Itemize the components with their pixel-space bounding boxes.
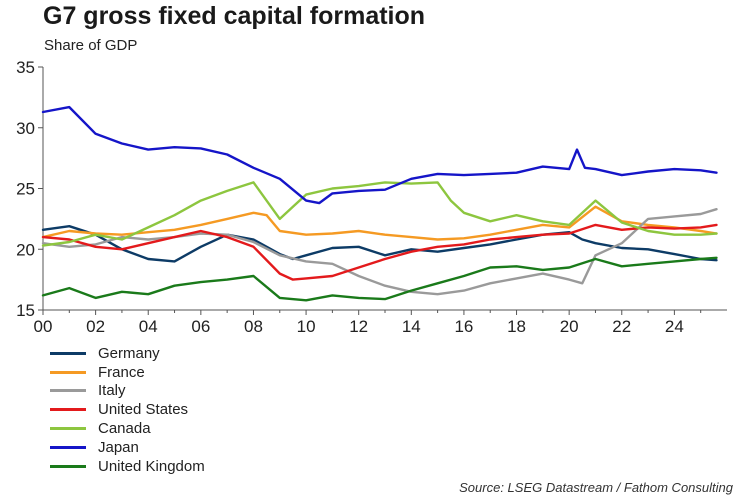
legend-item-united-kingdom: United Kingdom [50,457,205,476]
x-tick-label: 12 [349,317,368,336]
x-tick-label: 24 [665,317,684,336]
series-line-france [41,205,718,241]
chart-title: G7 gross fixed capital formation [43,2,426,30]
series-line-italy [41,207,718,296]
chart-lines [41,105,718,302]
y-tick-label: 30 [16,119,35,138]
x-tick-label: 08 [244,317,263,336]
x-tick-label: 22 [612,317,631,336]
legend-label: Italy [98,382,126,400]
legend-swatch [50,427,86,431]
x-tick-label: 20 [560,317,579,336]
x-tick-label: 10 [297,317,316,336]
series-line-united-states [41,223,718,281]
series-line-japan [41,105,718,205]
y-tick-label: 35 [16,58,35,77]
legend-label: United Kingdom [98,457,205,475]
chart-source: Source: LSEG Datastream / Fathom Consult… [459,480,733,495]
legend-item-germany: Germany [50,344,205,363]
legend-swatch [50,370,86,374]
legend-swatch [50,408,86,412]
legend-item-united-states: United States [50,400,205,419]
x-tick-label: 04 [139,317,158,336]
legend-item-italy: Italy [50,382,205,401]
x-tick-label: 18 [507,317,526,336]
legend-item-japan: Japan [50,438,205,457]
legend-label: Japan [98,438,139,456]
x-tick-label: 02 [86,317,105,336]
x-tick-label: 14 [402,317,421,336]
y-tick-label: 15 [16,301,35,320]
legend-swatch [50,351,86,355]
legend-swatch [50,464,86,468]
x-tick-label: 00 [34,317,53,336]
legend-label: Germany [98,344,160,362]
y-tick-label: 25 [16,180,35,199]
x-tick-label: 06 [191,317,210,336]
legend-swatch [50,445,86,449]
legend-label: France [98,363,145,381]
legend-item-france: France [50,363,205,382]
series-line-germany [41,224,718,263]
series-line-canada [41,181,718,247]
legend-label: United States [98,401,189,419]
chart-legend: Germany France Italy United States Canada Jap… [50,344,205,476]
chart-subtitle: Share of GDP [44,37,138,54]
legend-item-canada: Canada [50,419,205,438]
legend-swatch [50,389,86,393]
series-line-united-kingdom [41,256,718,302]
x-tick-label: 16 [454,317,473,336]
legend-label: Canada [98,420,151,438]
y-tick-label: 20 [16,240,35,259]
